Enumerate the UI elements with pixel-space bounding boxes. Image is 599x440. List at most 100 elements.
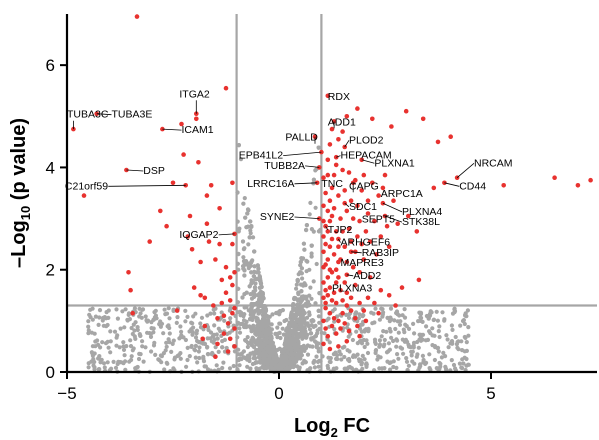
nonsig-point bbox=[235, 190, 240, 195]
gene-label: SEPT5 bbox=[362, 214, 395, 226]
nonsig-point bbox=[345, 348, 350, 353]
nonsig-point bbox=[291, 302, 296, 307]
nonsig-point bbox=[297, 350, 302, 355]
gene-label: IQGAP2 bbox=[179, 229, 218, 241]
significant-point bbox=[361, 257, 367, 262]
nonsig-point bbox=[354, 367, 359, 372]
nonsig-point bbox=[198, 325, 204, 330]
nonsig-point bbox=[312, 334, 317, 339]
significant-point bbox=[355, 106, 360, 111]
significant-point bbox=[232, 270, 237, 275]
nonsig-point bbox=[191, 314, 196, 319]
gene-label: RAB3IP bbox=[362, 247, 399, 259]
nonsig-point bbox=[96, 356, 101, 361]
nonsig-point bbox=[177, 336, 182, 341]
nonsig-point bbox=[431, 317, 437, 322]
significant-point bbox=[323, 262, 328, 267]
nonsig-point bbox=[358, 322, 363, 327]
nonsig-point bbox=[304, 304, 309, 309]
nonsig-point bbox=[437, 324, 442, 329]
nonsig-point bbox=[189, 320, 194, 325]
nonsig-point bbox=[371, 311, 376, 316]
labeled-point bbox=[124, 167, 129, 173]
nonsig-point bbox=[331, 352, 336, 357]
nonsig-point bbox=[137, 314, 142, 319]
nonsig-point bbox=[143, 345, 148, 350]
nonsig-point bbox=[316, 314, 321, 319]
nonsig-point bbox=[409, 353, 414, 358]
significant-point bbox=[344, 208, 350, 214]
nonsig-point bbox=[436, 329, 441, 334]
nonsig-point bbox=[313, 205, 318, 210]
significant-point bbox=[350, 216, 356, 221]
nonsig-point bbox=[130, 331, 135, 337]
nonsig-point bbox=[97, 315, 102, 320]
nonsig-point bbox=[429, 310, 434, 315]
nonsig-point bbox=[130, 348, 135, 353]
nonsig-point bbox=[304, 322, 309, 327]
nonsig-point bbox=[276, 310, 281, 315]
nonsig-point bbox=[115, 361, 120, 367]
nonsig-point bbox=[244, 305, 249, 310]
nonsig-point bbox=[162, 307, 167, 312]
labeled-point bbox=[331, 119, 337, 124]
significant-point bbox=[348, 308, 354, 313]
significant-point bbox=[406, 213, 411, 219]
nonsig-point bbox=[308, 331, 314, 336]
nonsig-point bbox=[241, 255, 246, 260]
nonsig-point bbox=[332, 327, 337, 332]
nonsig-point bbox=[90, 317, 95, 322]
nonsig-point bbox=[222, 318, 227, 323]
nonsig-point bbox=[100, 318, 105, 323]
significant-point bbox=[208, 183, 214, 188]
significant-point bbox=[200, 336, 205, 342]
nonsig-point bbox=[316, 308, 321, 313]
significant-point bbox=[174, 308, 180, 313]
nonsig-point bbox=[460, 357, 465, 362]
nonsig-point bbox=[105, 322, 110, 328]
gene-labels: TUBA3C TUBA3E ITGA2 ICAM1 DSP C21orf59 IQGAP2 R… bbox=[65, 88, 513, 294]
nonsig-point bbox=[193, 335, 199, 340]
nonsig-point bbox=[464, 363, 469, 368]
significant-point bbox=[420, 116, 426, 122]
nonsig-point bbox=[282, 358, 287, 363]
nonsig-point bbox=[420, 337, 425, 342]
label-connector bbox=[325, 225, 329, 231]
nonsig-point bbox=[394, 309, 400, 314]
nonsig-point bbox=[93, 339, 98, 344]
significant-point bbox=[336, 344, 341, 349]
significant-point bbox=[389, 124, 394, 129]
significant-point bbox=[325, 333, 331, 339]
nonsig-point bbox=[228, 316, 233, 321]
nonsig-point bbox=[432, 344, 438, 349]
nonsig-point bbox=[269, 327, 274, 332]
significant-point bbox=[225, 321, 231, 326]
nonsig-point bbox=[316, 145, 321, 150]
nonsig-point bbox=[90, 353, 95, 358]
nonsig-point bbox=[98, 345, 103, 350]
nonsig-point bbox=[264, 323, 269, 328]
nonsig-point bbox=[91, 357, 96, 362]
nonsig-point bbox=[170, 341, 175, 346]
label-connector bbox=[344, 140, 350, 148]
nonsig-point bbox=[235, 261, 240, 266]
nonsig-point bbox=[265, 340, 270, 345]
nonsig-point bbox=[258, 359, 263, 364]
significant-point bbox=[370, 116, 375, 122]
nonsig-point bbox=[98, 360, 103, 365]
nonsig-point bbox=[381, 310, 386, 315]
nonsig-point bbox=[309, 251, 314, 256]
significant-point bbox=[204, 193, 210, 198]
nonsig-point bbox=[380, 314, 385, 319]
nonsig-point bbox=[128, 338, 133, 343]
nonsig-point bbox=[359, 360, 364, 365]
nonsig-point bbox=[274, 354, 279, 359]
nonsig-point bbox=[313, 301, 318, 306]
nonsig-point bbox=[132, 306, 137, 311]
nonsig-point bbox=[205, 345, 210, 350]
nonsig-point bbox=[257, 366, 262, 371]
significant-point bbox=[147, 239, 152, 244]
nonsig-point bbox=[249, 270, 254, 275]
labeled-point bbox=[319, 149, 324, 155]
nonsig-point bbox=[394, 344, 399, 349]
